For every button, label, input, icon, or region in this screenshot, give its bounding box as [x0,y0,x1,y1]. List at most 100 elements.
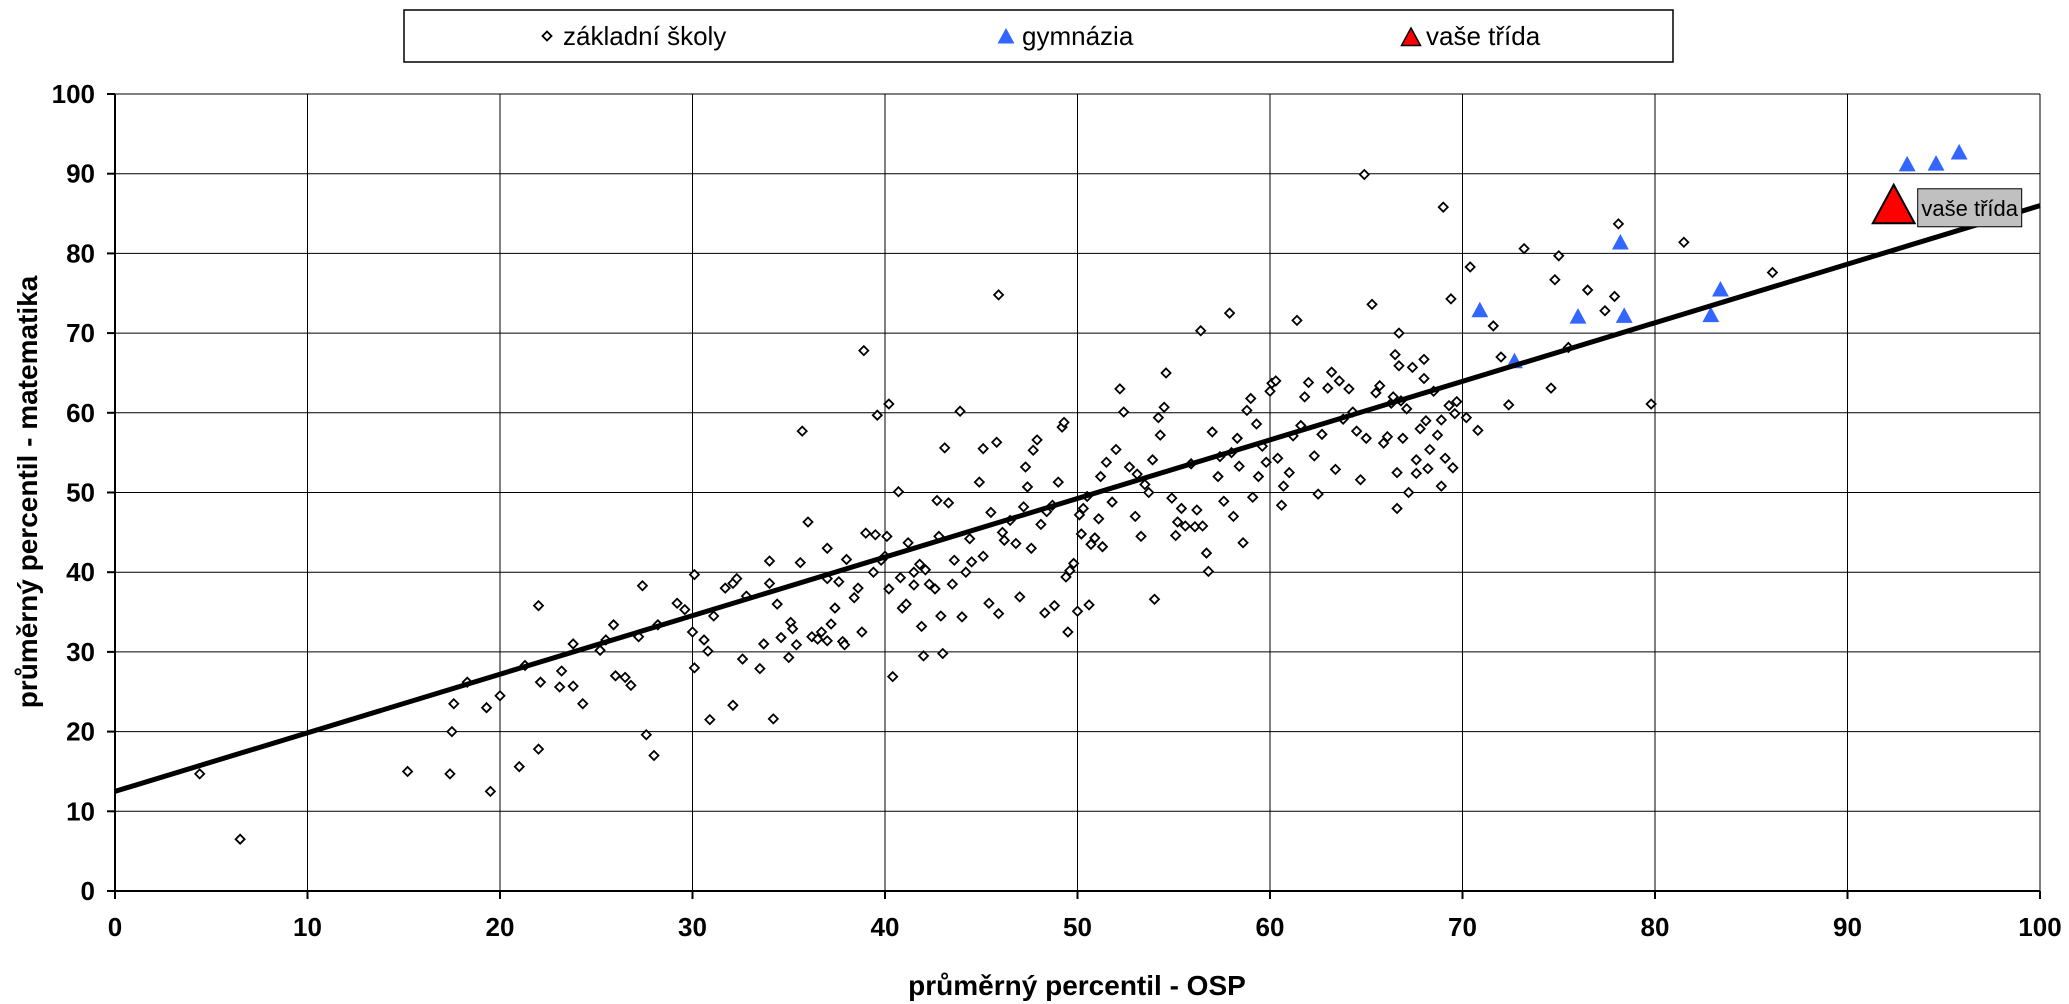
school-point [1158,401,1170,413]
school-point [992,607,1005,620]
school-point [686,626,699,638]
school-point [1443,399,1455,412]
school-point [1277,480,1290,492]
school-point [1244,392,1257,405]
school-point [1502,399,1515,411]
school-point [1031,434,1043,446]
school-point [1420,414,1432,427]
x-tick-label: 30 [678,912,707,942]
school-point [840,553,853,566]
school-point [871,409,884,421]
school-point [771,598,783,610]
school-point [977,442,989,455]
school-point [908,566,920,578]
y-tick-label: 0 [81,876,95,906]
school-point [1354,473,1367,486]
school-point [704,713,716,726]
school-point [567,638,579,650]
school-point [1350,425,1363,437]
school-point [1302,376,1315,389]
legend-large-triangle-marker [1400,26,1422,47]
school-point [1410,454,1423,466]
school-point [1298,391,1311,403]
school-point [1089,532,1101,544]
school-point [1645,398,1657,410]
school-point [484,785,497,798]
school-point [444,768,456,780]
school-point [1437,201,1450,213]
school-point [1175,502,1188,515]
y-tick-label: 90 [66,159,95,189]
school-point [1271,452,1284,465]
school-point [1106,496,1118,508]
data-points [193,143,1968,845]
school-point [856,626,868,638]
gymnasium-point [1611,233,1629,250]
school-point [821,542,834,555]
school-point [1333,375,1346,387]
school-point [757,638,770,650]
school-point [902,536,914,549]
class-point [1871,182,1917,225]
x-tick-label: 0 [108,912,122,942]
school-point [1166,492,1178,504]
school-point [811,633,824,645]
school-point [1142,486,1155,499]
gymnasium-point [1702,306,1720,323]
y-tick-label: 50 [66,478,95,508]
school-point [965,556,978,568]
school-point [1431,429,1444,441]
callout-box [1917,188,2023,228]
school-point [942,497,955,509]
school-point [1252,470,1265,483]
school-point [754,662,766,675]
school-point [883,583,895,595]
school-point [838,638,851,651]
school-point [1096,540,1109,553]
school-point [1117,406,1130,418]
school-point [1445,293,1457,305]
y-tick-label: 20 [66,717,95,747]
school-point [609,670,622,682]
school-point [1021,481,1034,493]
school-point [821,634,834,647]
legend-triangle-marker [997,27,1015,44]
school-point [1052,476,1065,488]
school-point [1223,307,1236,319]
school-point [1237,536,1249,549]
school-point [1312,488,1324,500]
y-tick-label: 70 [66,318,95,348]
school-point [960,566,972,578]
gymnasium-point [1615,307,1633,323]
school-point [448,697,460,710]
school-point [1545,382,1557,394]
x-tick-label: 60 [1256,912,1285,942]
school-point [815,626,828,638]
school-point [1464,261,1476,273]
school-point [553,681,566,693]
school-point [1152,411,1165,424]
school-point [1460,411,1473,424]
school-point [1048,599,1061,612]
school-point [1291,314,1303,327]
school-point [1231,432,1244,445]
callout-group: vaše třída [1917,188,2023,228]
school-point [1766,266,1779,279]
school-point [1418,353,1430,366]
school-point [567,680,579,692]
y-axis-title: průměrný percentil - matematika [12,275,43,708]
school-point [1370,387,1382,399]
school-point [963,532,976,545]
school-point [1612,218,1625,230]
school-point [1241,404,1253,417]
school-point [892,485,905,498]
gymnasium-point [1712,281,1729,297]
school-point [782,651,795,664]
gymnasium-point [1927,155,1945,171]
school-point [1196,520,1209,532]
school-point [775,631,787,644]
school-point [1077,502,1090,515]
school-point [1414,422,1426,435]
